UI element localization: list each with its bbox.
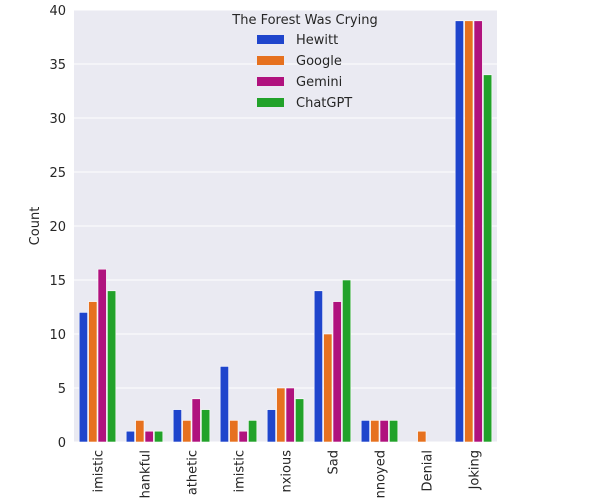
bars	[78, 20, 493, 443]
bar-hewitt-3	[219, 366, 229, 443]
y-tick-label: 20	[49, 220, 66, 235]
x-tick-label: athetic	[186, 450, 201, 495]
bar-gemini-3	[238, 430, 248, 443]
legend-title: The Forest Was Crying	[231, 13, 377, 28]
legend-swatch-chatgpt	[257, 98, 284, 107]
bar-google-7	[417, 430, 427, 443]
x-tick-label: nnoyed	[374, 450, 389, 498]
bar-google-2	[182, 420, 192, 443]
legend-swatch-gemini	[257, 77, 284, 86]
bar-hewitt-2	[172, 409, 182, 443]
x-tick-label: imistic	[233, 450, 248, 493]
bar-hewitt-5	[313, 290, 323, 443]
bar-gemini-4	[285, 387, 295, 443]
bar-chatgpt-5	[342, 279, 352, 443]
legend-items: Hewitt Google Gemini ChatGPT	[257, 33, 352, 111]
bar-gemini-1	[144, 430, 154, 443]
bar-gemini-0	[97, 268, 107, 443]
gridlines	[74, 9, 497, 443]
bar-hewitt-6	[360, 420, 370, 443]
y-tick-label: 5	[58, 382, 66, 397]
y-tick-label: 0	[58, 436, 66, 451]
y-tick-label: 25	[49, 166, 66, 181]
bar-google-0	[88, 301, 98, 443]
legend-label-google: Google	[296, 54, 342, 69]
y-axis-title: Count	[28, 207, 43, 246]
x-axis-ticks: imistic hankful athetic imistic nxious Sad nno…	[92, 450, 483, 499]
x-tick-label: imistic	[92, 450, 107, 493]
bar-chatgpt-4	[295, 398, 305, 443]
bar-google-8	[464, 20, 474, 443]
x-tick-label: Sad	[327, 450, 342, 474]
legend-label-gemini: Gemini	[296, 75, 342, 90]
bar-hewitt-4	[266, 409, 276, 443]
legend-swatch-hewitt	[257, 35, 284, 44]
bar-google-1	[135, 420, 145, 443]
y-tick-label: 15	[49, 274, 66, 289]
x-tick-label: Denial	[421, 450, 436, 491]
legend-label-chatgpt: ChatGPT	[296, 96, 352, 111]
y-tick-label: 10	[49, 328, 66, 343]
bar-chatgpt-2	[201, 409, 211, 443]
bar-hewitt-8	[454, 20, 464, 443]
bar-chatgpt-1	[154, 430, 164, 443]
y-tick-label: 30	[49, 112, 66, 127]
x-tick-label: Joking	[468, 450, 483, 490]
bar-hewitt-0	[78, 312, 88, 443]
y-axis-ticks: 0 5 10 15 20 25 30 35 40	[49, 4, 66, 451]
bar-chatgpt-6	[389, 420, 399, 443]
bar-hewitt-1	[125, 430, 135, 443]
x-tick-label: nxious	[280, 450, 295, 493]
x-tick-label: hankful	[139, 450, 154, 498]
bar-chatgpt-8	[483, 74, 493, 443]
bar-gemini-8	[473, 20, 483, 443]
bar-google-3	[229, 420, 239, 443]
legend: The Forest Was Crying Hewitt Google Gemini…	[231, 13, 377, 111]
bar-gemini-6	[379, 420, 389, 443]
legend-swatch-google	[257, 56, 284, 65]
bar-google-6	[370, 420, 380, 443]
bar-chatgpt-0	[107, 290, 117, 443]
bar-google-4	[276, 387, 286, 443]
y-tick-label: 40	[49, 4, 66, 19]
bar-chatgpt-3	[248, 420, 258, 443]
bar-gemini-2	[191, 398, 201, 443]
bar-gemini-5	[332, 301, 342, 443]
legend-label-hewitt: Hewitt	[296, 33, 338, 48]
y-tick-label: 35	[49, 58, 66, 73]
bar-google-5	[323, 333, 333, 443]
